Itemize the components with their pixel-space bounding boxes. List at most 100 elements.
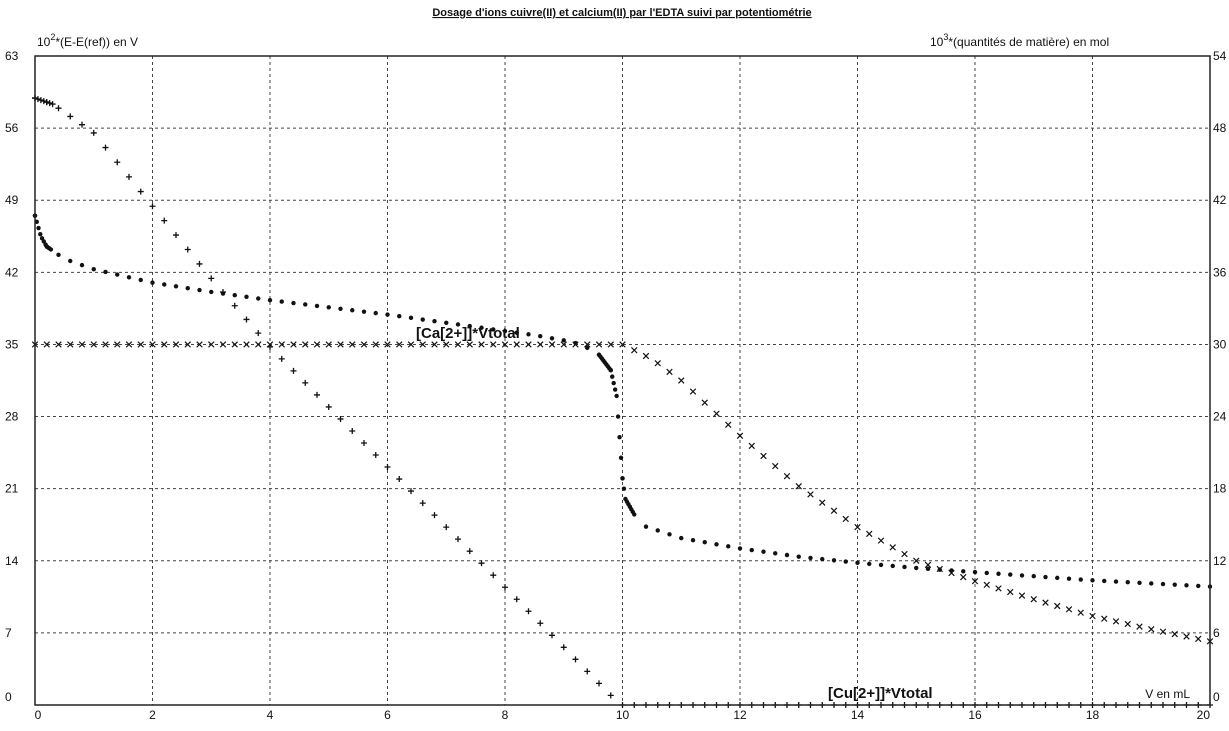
point-dot (702, 540, 707, 545)
point-dot (726, 544, 731, 549)
point-plus (337, 415, 344, 422)
point-cross (995, 585, 1002, 592)
point-dot (538, 334, 543, 339)
y-right-tick-label: 24 (1213, 410, 1227, 424)
point-cross (1007, 588, 1014, 596)
point-dot (808, 555, 813, 561)
point-dot (655, 528, 660, 533)
point-plus (372, 452, 379, 459)
point-dot (612, 387, 618, 392)
point-cross (760, 452, 767, 460)
point-dot (784, 552, 790, 558)
point-cross (325, 341, 332, 348)
point-dot (232, 293, 237, 298)
point-dot (502, 328, 508, 334)
point-cross (396, 341, 403, 348)
point-dot (267, 297, 273, 303)
point-cross (1101, 615, 1108, 622)
y-left-tick-label: 7 (5, 626, 12, 640)
point-cross (1018, 592, 1026, 599)
point-dot (420, 317, 425, 322)
x-tick-label: 0 (35, 708, 42, 722)
point-dot (796, 554, 801, 559)
point-cross (443, 341, 450, 348)
point-dot (749, 547, 754, 553)
point-dot (36, 225, 41, 231)
point-dot (1160, 581, 1166, 587)
y-left-tick-label: 42 (5, 265, 19, 279)
point-plus (396, 476, 403, 483)
point-cross (231, 341, 238, 348)
point-cross (807, 491, 814, 498)
point-dot (843, 559, 848, 564)
point-dot (1113, 579, 1119, 584)
point-cross (431, 341, 438, 348)
point-plus (525, 608, 532, 615)
point-plus (443, 524, 450, 531)
point-cross (736, 432, 744, 440)
point-plus (114, 159, 121, 166)
point-dot (467, 323, 472, 329)
point-cross (948, 569, 955, 577)
point-cross (55, 341, 62, 348)
point-dot (91, 267, 96, 272)
x-axis-label: V en mL (1145, 687, 1190, 701)
x-tick-label: 20 (1197, 708, 1211, 722)
point-plus (314, 391, 320, 398)
point-dot (491, 327, 496, 332)
y-right-label-prefix: 10 (930, 35, 944, 49)
x-tick-label: 16 (968, 708, 982, 722)
point-cross (983, 581, 990, 589)
point-plus (584, 668, 591, 675)
point-cross (960, 573, 967, 581)
point-dot (338, 306, 343, 312)
point-dot (773, 551, 778, 556)
point-dot (397, 314, 402, 319)
point-cross (255, 341, 262, 348)
point-dot (444, 320, 449, 326)
point-cross (631, 346, 638, 354)
point-dot (610, 374, 615, 379)
point-dot (1066, 576, 1072, 581)
point-plus (231, 302, 238, 309)
point-cross (161, 341, 168, 348)
point-cross (360, 341, 368, 348)
point-dot (621, 486, 627, 491)
point-plus (419, 500, 426, 507)
point-plus (55, 105, 62, 112)
y-right-tick-label: 12 (1213, 554, 1227, 568)
point-plus (126, 173, 132, 180)
point-plus (549, 632, 555, 639)
point-plus (466, 548, 473, 555)
point-dot (737, 546, 743, 551)
point-dot (585, 345, 590, 351)
point-dot (878, 562, 884, 568)
point-cross (854, 523, 861, 531)
point-plus (37, 97, 44, 104)
point-cross (313, 341, 321, 348)
point-cross (137, 341, 144, 348)
point-cross (1159, 628, 1167, 635)
point-dot (1184, 583, 1189, 588)
point-cross (548, 341, 556, 348)
point-cross (772, 462, 779, 470)
point-cross (619, 341, 626, 348)
point-plus (90, 129, 97, 136)
y-left-tick-label: 49 (5, 193, 19, 207)
point-dot (373, 310, 378, 316)
point-cross (372, 341, 379, 348)
point-cross (407, 341, 415, 348)
point-dot (867, 561, 872, 567)
point-cross (478, 341, 485, 348)
x-tick-label: 8 (502, 708, 509, 722)
point-plus (196, 260, 203, 267)
point-plus (137, 188, 144, 195)
point-dot (890, 563, 895, 569)
point-cross (748, 442, 755, 450)
point-plus (572, 656, 579, 663)
point-cross (384, 341, 391, 348)
point-cross (889, 544, 896, 551)
point-cross (666, 368, 673, 376)
point-dot (855, 560, 860, 566)
